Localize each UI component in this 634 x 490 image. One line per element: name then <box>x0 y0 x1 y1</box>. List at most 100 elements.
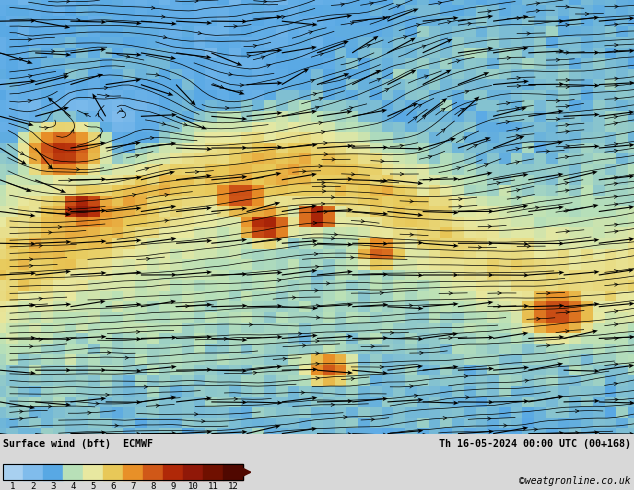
FancyArrowPatch shape <box>422 116 426 119</box>
FancyArrowPatch shape <box>366 44 370 48</box>
FancyArrowPatch shape <box>410 385 413 388</box>
Bar <box>3 465 243 480</box>
FancyArrowPatch shape <box>313 221 317 225</box>
FancyArrowPatch shape <box>44 126 48 130</box>
FancyArrowPatch shape <box>321 130 325 134</box>
Text: 3: 3 <box>50 482 56 490</box>
FancyArrowPatch shape <box>488 10 491 13</box>
FancyArrowPatch shape <box>614 176 618 179</box>
FancyArrowPatch shape <box>107 351 111 354</box>
FancyArrowPatch shape <box>458 205 462 208</box>
FancyArrowPatch shape <box>316 340 319 343</box>
FancyArrowPatch shape <box>410 200 413 203</box>
FancyArrowPatch shape <box>507 101 510 105</box>
FancyArrowPatch shape <box>614 23 618 26</box>
FancyArrowPatch shape <box>517 76 521 80</box>
Text: 5: 5 <box>90 482 96 490</box>
Text: 6: 6 <box>110 482 115 490</box>
FancyArrowPatch shape <box>243 469 250 475</box>
FancyArrowPatch shape <box>615 5 618 8</box>
FancyArrowPatch shape <box>316 304 320 307</box>
FancyArrowPatch shape <box>380 160 384 163</box>
FancyArrowPatch shape <box>234 397 237 400</box>
Text: 8: 8 <box>150 482 156 490</box>
FancyArrowPatch shape <box>565 181 569 185</box>
FancyArrowPatch shape <box>417 24 420 27</box>
FancyArrowPatch shape <box>566 209 569 212</box>
FancyArrowPatch shape <box>321 202 325 206</box>
FancyArrowPatch shape <box>347 76 351 79</box>
FancyArrowPatch shape <box>515 161 519 164</box>
FancyArrowPatch shape <box>84 113 88 117</box>
FancyArrowPatch shape <box>20 417 23 420</box>
FancyArrowPatch shape <box>324 210 327 214</box>
FancyArrowPatch shape <box>556 118 560 121</box>
FancyArrowPatch shape <box>424 75 428 78</box>
FancyArrowPatch shape <box>614 203 618 206</box>
FancyArrowPatch shape <box>361 220 365 223</box>
FancyArrowPatch shape <box>525 379 528 382</box>
FancyArrowPatch shape <box>28 99 32 102</box>
FancyArrowPatch shape <box>536 9 540 13</box>
FancyArrowPatch shape <box>316 352 319 355</box>
Bar <box>63 465 83 480</box>
FancyArrowPatch shape <box>322 185 325 188</box>
FancyArrowPatch shape <box>319 97 323 100</box>
Bar <box>163 465 183 480</box>
Bar <box>143 465 163 480</box>
Text: 7: 7 <box>131 482 136 490</box>
Bar <box>103 465 123 480</box>
FancyArrowPatch shape <box>547 344 550 347</box>
FancyArrowPatch shape <box>443 416 446 420</box>
FancyArrowPatch shape <box>517 84 521 88</box>
FancyArrowPatch shape <box>119 108 123 111</box>
FancyArrowPatch shape <box>460 109 464 112</box>
FancyArrowPatch shape <box>87 411 91 415</box>
FancyArrowPatch shape <box>403 36 407 39</box>
FancyArrowPatch shape <box>585 12 588 16</box>
Text: 4: 4 <box>70 482 75 490</box>
FancyArrowPatch shape <box>566 311 569 314</box>
FancyArrowPatch shape <box>429 178 433 181</box>
FancyArrowPatch shape <box>556 99 560 102</box>
FancyArrowPatch shape <box>351 256 354 259</box>
FancyArrowPatch shape <box>115 424 118 427</box>
FancyArrowPatch shape <box>316 362 319 366</box>
FancyArrowPatch shape <box>48 405 51 408</box>
FancyArrowPatch shape <box>96 113 99 117</box>
FancyArrowPatch shape <box>465 396 469 399</box>
FancyArrowPatch shape <box>316 316 320 319</box>
FancyArrowPatch shape <box>410 233 413 236</box>
FancyArrowPatch shape <box>224 337 228 341</box>
FancyArrowPatch shape <box>575 410 579 413</box>
Bar <box>223 465 243 480</box>
FancyArrowPatch shape <box>314 243 317 246</box>
FancyArrowPatch shape <box>418 104 422 107</box>
FancyArrowPatch shape <box>340 3 344 6</box>
FancyArrowPatch shape <box>106 393 109 396</box>
Bar <box>43 465 63 480</box>
FancyArrowPatch shape <box>351 172 355 176</box>
FancyArrowPatch shape <box>463 137 467 140</box>
Text: 10: 10 <box>188 482 198 490</box>
FancyArrowPatch shape <box>20 152 24 155</box>
FancyArrowPatch shape <box>441 129 445 132</box>
FancyArrowPatch shape <box>614 149 618 153</box>
FancyArrowPatch shape <box>144 385 148 389</box>
FancyArrowPatch shape <box>136 330 139 334</box>
FancyArrowPatch shape <box>195 0 198 3</box>
FancyArrowPatch shape <box>39 244 42 247</box>
FancyArrowPatch shape <box>478 245 482 249</box>
FancyArrowPatch shape <box>165 219 168 222</box>
FancyArrowPatch shape <box>566 145 569 148</box>
FancyArrowPatch shape <box>324 152 327 156</box>
FancyArrowPatch shape <box>165 194 168 196</box>
FancyArrowPatch shape <box>322 190 326 193</box>
FancyArrowPatch shape <box>527 245 531 248</box>
FancyArrowPatch shape <box>614 270 618 273</box>
FancyArrowPatch shape <box>358 58 361 61</box>
FancyArrowPatch shape <box>331 196 335 199</box>
FancyArrowPatch shape <box>76 168 80 171</box>
FancyArrowPatch shape <box>614 223 618 226</box>
FancyArrowPatch shape <box>49 231 52 234</box>
